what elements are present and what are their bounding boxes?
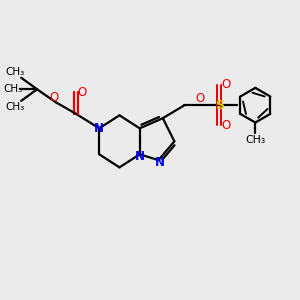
Text: S: S: [215, 99, 224, 112]
Text: O: O: [49, 91, 58, 103]
Text: N: N: [94, 122, 104, 135]
Text: O: O: [221, 119, 230, 132]
Text: N: N: [135, 150, 145, 163]
Text: CH₃: CH₃: [245, 135, 266, 145]
Text: O: O: [221, 79, 230, 92]
Text: CH₃: CH₃: [3, 84, 22, 94]
Text: O: O: [78, 86, 87, 99]
Text: CH₃: CH₃: [6, 67, 25, 77]
Text: CH₃: CH₃: [6, 102, 25, 112]
Text: N: N: [154, 156, 165, 169]
Text: O: O: [196, 92, 205, 105]
